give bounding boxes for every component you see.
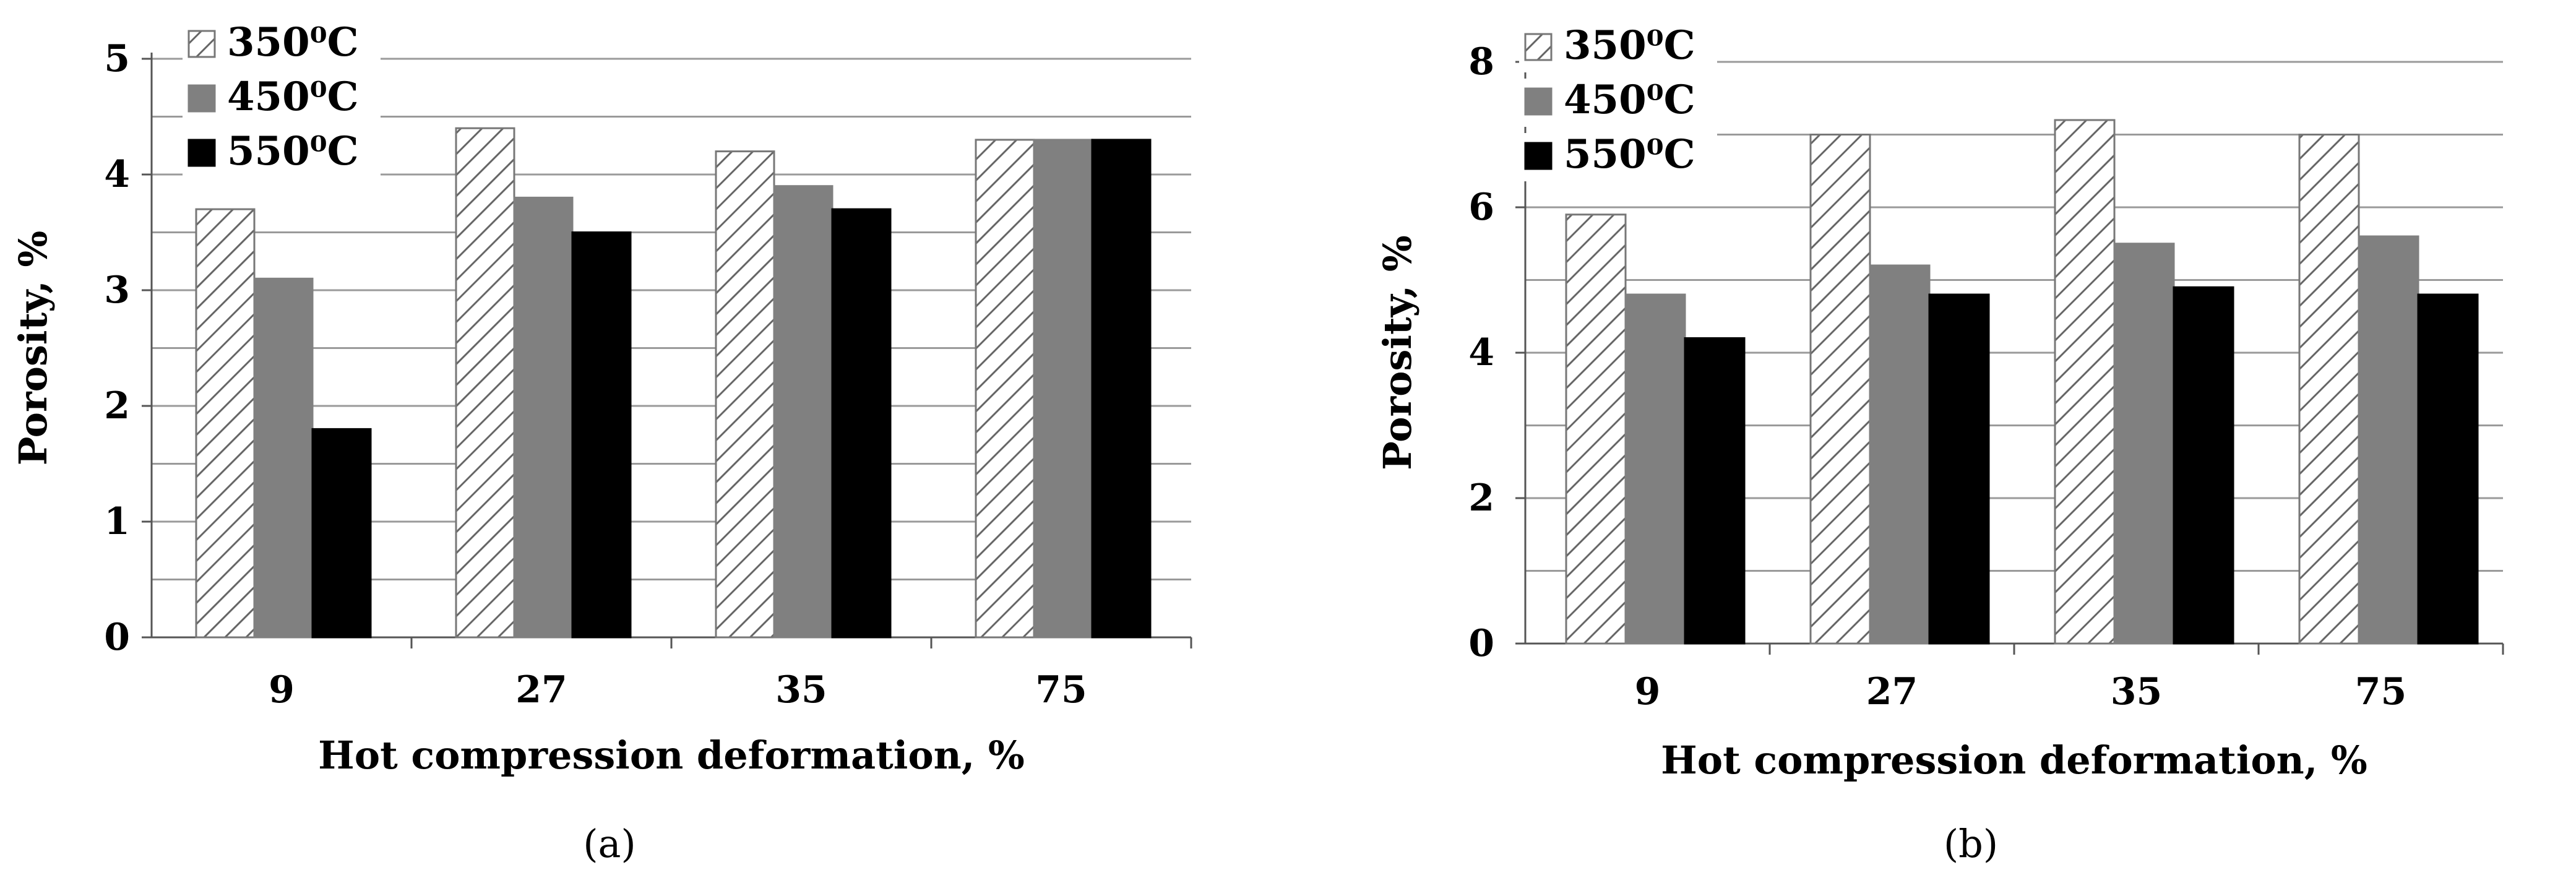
x-tick-label: 27 <box>515 668 567 712</box>
x-tick-label: 35 <box>775 668 827 712</box>
bar <box>2054 119 2116 645</box>
y-tick-label: 8 <box>1468 40 1494 84</box>
bar <box>311 428 372 639</box>
bar <box>2358 235 2419 645</box>
bar <box>513 196 574 639</box>
legend-label: 550⁰C <box>1564 131 1695 178</box>
legend-swatch <box>187 30 216 58</box>
bar <box>1809 134 1871 645</box>
bar <box>1091 139 1152 639</box>
x-tick-label: 75 <box>2355 670 2407 713</box>
bar <box>1869 264 1931 645</box>
legend-swatch <box>187 139 216 167</box>
x-axis-label: Hot compression deformation, % <box>318 733 1025 778</box>
x-tick-label: 27 <box>1866 670 1918 713</box>
chart-b: 0 2 4 6 8 9 27 35 75 350⁰C 450⁰C 550⁰C Hot compressi… <box>1375 22 2504 783</box>
y-axis-label: Porosity, % <box>11 231 56 466</box>
y-tick-label: 2 <box>104 384 130 428</box>
legend-label: 450⁰C <box>1564 77 1695 123</box>
legend-swatch <box>1524 87 1553 116</box>
bar <box>1928 293 1990 645</box>
y-tick-label: 2 <box>1468 476 1494 520</box>
caption-a: (a) <box>583 821 635 866</box>
legend-label: 550⁰C <box>227 128 359 174</box>
bar <box>455 127 515 639</box>
bar <box>1624 293 1686 645</box>
y-tick-label: 4 <box>1468 331 1494 374</box>
y-tick-label: 0 <box>1468 622 1494 665</box>
legend-swatch <box>1524 33 1553 61</box>
x-tick-label: 9 <box>1635 670 1661 713</box>
bar <box>831 208 892 639</box>
bar <box>571 231 632 639</box>
bar <box>2173 286 2234 645</box>
y-tick-label: 5 <box>104 37 130 80</box>
y-tick-label: 3 <box>104 269 130 312</box>
caption-b: (b) <box>1944 821 1998 866</box>
bar <box>715 150 775 639</box>
y-axis-label: Porosity, % <box>1375 235 1420 470</box>
x-tick-label: 35 <box>2111 670 2163 713</box>
y-tick-label: 0 <box>104 616 130 659</box>
bar <box>773 185 834 639</box>
y-tick-label: 6 <box>1468 186 1494 229</box>
bar <box>1684 337 1746 645</box>
legend-label: 350⁰C <box>1564 22 1695 69</box>
legend-swatch <box>1524 142 1553 170</box>
x-tick-label: 9 <box>269 668 295 712</box>
bar <box>253 277 314 639</box>
chart-a: 0 1 2 3 4 5 9 27 35 75 350⁰C 450⁰C 550⁰C Hot compress… <box>11 19 1192 778</box>
y-tick-label: 4 <box>104 153 130 196</box>
y-tick-label: 1 <box>104 500 130 543</box>
legend-label: 350⁰C <box>227 19 359 66</box>
legend-label: 450⁰C <box>227 74 359 120</box>
bar <box>1033 139 1093 639</box>
x-tick-label: 75 <box>1035 668 1087 712</box>
bar <box>1565 213 1627 645</box>
x-axis-label: Hot compression deformation, % <box>1661 738 2367 783</box>
bar <box>2113 243 2175 645</box>
bar <box>2417 293 2479 645</box>
bar <box>195 208 256 639</box>
legend-swatch <box>187 84 216 113</box>
bar <box>2298 134 2360 645</box>
bar <box>975 139 1035 639</box>
